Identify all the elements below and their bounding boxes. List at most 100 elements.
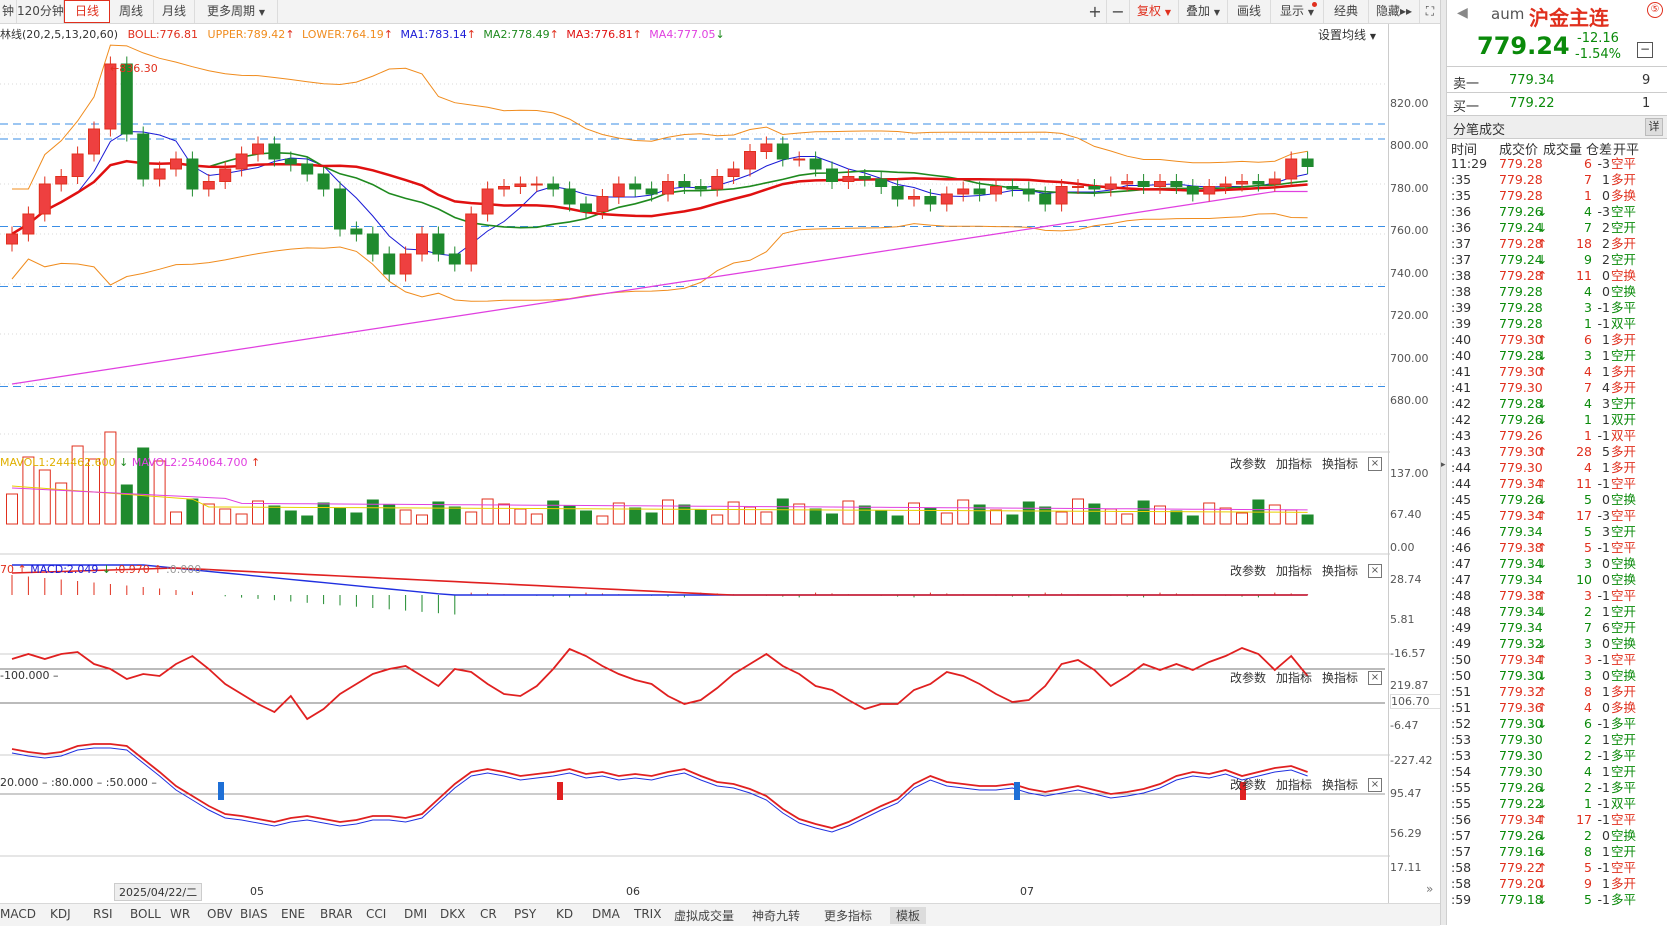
close-pane-icon[interactable]: × [1368,778,1382,792]
close-pane-icon[interactable]: × [1368,457,1382,471]
period-tab-minute[interactable]: 钟 [0,0,17,23]
pane-switch-button[interactable]: 换指标 [1322,778,1359,792]
set-ma-button[interactable]: 设置均线 ▼ [1318,26,1376,43]
indicator-tab-16[interactable]: TRIX [634,907,662,921]
indicator-tab-12[interactable]: CR [480,907,497,921]
indicator-tab-7[interactable]: ENE [281,907,306,921]
indicator-tab-15[interactable]: DMA [592,907,620,921]
ma1-value: MA1:783.14 [400,28,467,41]
indicator-tab-5[interactable]: OBV [207,907,233,921]
display-button[interactable]: 显示 ▼ [1271,0,1324,23]
tick-volume: 3 [1584,652,1592,667]
tick-arrow: ↑ [1537,236,1548,251]
overlay-button[interactable]: 叠加 ▼ [1179,0,1228,23]
pane-add-button[interactable]: 加指标 [1276,457,1313,471]
indicator-tab-4[interactable]: WR [170,907,191,921]
hide-button[interactable]: 隐藏▸▸ [1369,0,1420,23]
tick-row: :37 779.28 ↑ 18 2 多开 [1447,236,1667,252]
candle-body [350,228,363,235]
tick-time: :45 [1451,508,1472,523]
period-tab-monthly[interactable]: 月线 [154,0,195,23]
ma4-value: MA4:777.05 [649,28,716,41]
tick-arrow: ↓ [1537,828,1548,843]
hide-label: 隐藏 [1375,4,1400,18]
adjust-button[interactable]: 复权 ▼ [1130,0,1179,23]
candle-body [38,183,51,215]
prev-arrow-icon[interactable]: ◀ [1457,5,1468,21]
tick-price: 779.26 [1499,828,1543,843]
minimize-icon[interactable]: − [1637,42,1653,58]
set-ma-label: 设置均线 [1318,28,1367,42]
panel-splitter[interactable]: ▸ [1440,0,1447,925]
indicator-tab-14[interactable]: KD [556,907,574,921]
draw-button[interactable]: 画线 [1228,0,1271,23]
info-icon[interactable]: ⑤ [1647,2,1663,18]
down-arrow-icon: ↓ [98,563,115,576]
period-tab-120min[interactable]: 120分钟 [17,0,64,23]
chart-area[interactable] [0,24,1390,903]
candle-body [1170,181,1183,187]
pane-params-button[interactable]: 改参数 [1230,564,1267,578]
tick-row: :55 779.26 ↓ 2 -1 多平 [1447,780,1667,796]
pane-params-button[interactable]: 改参数 [1230,457,1267,471]
close-pane-icon[interactable]: × [1368,564,1382,578]
period-tab-more[interactable]: 更多周期 ▼ [195,0,278,23]
indicator-tab-18[interactable]: 神奇九转 [752,909,801,923]
indicator-tab-1[interactable]: KDJ [50,907,71,921]
pane-add-button[interactable]: 加指标 [1276,671,1313,685]
tick-row: :48 779.34 ↓ 2 1 空开 [1447,604,1667,620]
candle-body [22,213,35,235]
tick-volume: 2 [1584,732,1592,747]
tick-time: :41 [1451,364,1472,379]
candle-body [1022,188,1035,195]
tick-arrow: ↓ [1537,348,1548,363]
indicator-tab-3[interactable]: BOLL [130,907,161,921]
indicator-tab-6[interactable]: BIAS [240,907,268,921]
ticks-list[interactable]: 11:29 779.28 6 -3 空平:35 779.28 7 1 多开:35 779.28 1 0… [1447,156,1667,925]
indicator-tab-20[interactable]: 模板 [890,907,927,924]
tick-type: 多开 [1611,236,1637,251]
tick-price: 779.36 [1499,700,1543,715]
close-pane-icon[interactable]: × [1368,671,1382,685]
bid-label: 买一 [1453,100,1480,115]
indicator-tab-2[interactable]: RSI [93,907,113,921]
pane-params-button[interactable]: 改参数 [1230,671,1267,685]
zoom-out-button[interactable]: − [1107,0,1130,23]
candle-body [6,233,18,245]
candle-body [448,253,461,265]
ticks-detail-button[interactable]: 详 [1645,118,1663,136]
volume-bar [1170,510,1183,525]
pane-add-button[interactable]: 加指标 [1276,778,1313,792]
period-tab-daily[interactable]: 日线 [64,0,110,23]
tick-row: :49 779.34 7 6 空开 [1447,620,1667,636]
candle-body [1039,193,1052,205]
tick-volume: 11 [1576,476,1592,491]
candle-body [1154,181,1166,187]
pane-add-button[interactable]: 加指标 [1276,564,1313,578]
candle-body [1301,158,1314,167]
pane-switch-button[interactable]: 换指标 [1322,457,1359,471]
indicator-tab-9[interactable]: CCI [366,907,387,921]
candle-body [645,188,658,195]
tick-volume: 1 [1584,316,1592,331]
candle-body [432,233,445,255]
pane-params-button[interactable]: 改参数 [1230,778,1267,792]
indicator-tab-19[interactable]: 更多指标 [824,909,873,923]
indicator-tab-0[interactable]: MACD [0,907,36,921]
kdj-y-tick: 95.47 [1390,787,1422,800]
scroll-right-icon[interactable]: » [1426,882,1434,896]
pane-switch-button[interactable]: 换指标 [1322,671,1359,685]
tick-type: 多开 [1611,332,1637,347]
indicator-tab-8[interactable]: BRAR [320,907,353,921]
period-tab-weekly[interactable]: 周线 [109,0,154,23]
indicator-tab-11[interactable]: DKX [440,907,466,921]
indicator-tab-13[interactable]: PSY [514,907,537,921]
candle-body [1055,186,1068,205]
indicator-tab-17[interactable]: 虚拟成交量 [674,909,735,923]
pane-switch-button[interactable]: 换指标 [1322,564,1359,578]
fullscreen-icon[interactable]: ⛶ [1420,0,1441,23]
zoom-in-button[interactable]: + [1084,0,1107,23]
classic-button[interactable]: 经典 [1324,0,1369,23]
indicator-tab-10[interactable]: DMI [404,907,428,921]
ma4-line [11,190,1308,385]
